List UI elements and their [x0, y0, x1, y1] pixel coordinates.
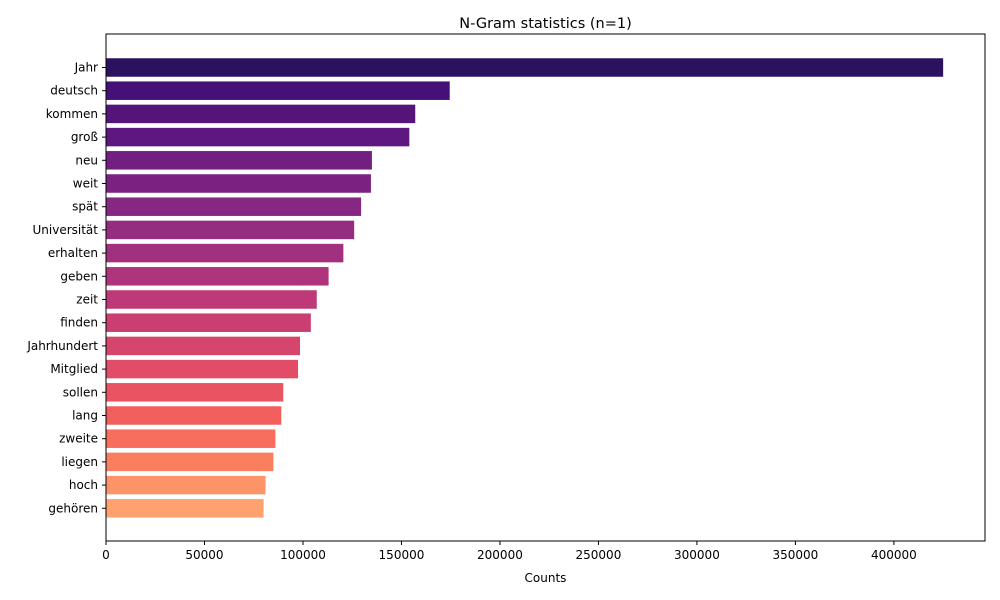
x-tick-label: 400000 [871, 548, 917, 562]
x-tick-label: 50000 [185, 548, 223, 562]
bar-7 [106, 220, 355, 240]
bar-19 [106, 499, 264, 518]
bars-group [106, 58, 944, 518]
y-tick-label: deutsch [50, 84, 98, 98]
y-tick-label: Jahrhundert [26, 339, 98, 353]
y-tick-label: lang [72, 409, 98, 423]
bar-15 [106, 406, 282, 425]
x-tick-label: 200000 [477, 548, 523, 562]
bar-12 [106, 336, 301, 356]
x-tick-label: 300000 [674, 548, 720, 562]
y-tick-label: geben [60, 269, 98, 283]
bar-18 [106, 475, 266, 495]
bar-13 [106, 359, 299, 379]
y-tick-label: spät [72, 200, 98, 214]
y-tick-label: groß [71, 130, 99, 144]
y-tick-label: sollen [63, 385, 98, 399]
y-tick-label: finden [60, 316, 98, 330]
bar-16 [106, 429, 276, 448]
x-axis-label: Counts [525, 571, 567, 585]
bar-0 [106, 58, 944, 77]
x-tick-label: 100000 [280, 548, 326, 562]
y-tick-label: neu [75, 153, 98, 167]
y-axis-ticks: Jahr deutsch kommen groß neu weit spät Universi… [26, 61, 106, 515]
bar-10 [106, 290, 317, 309]
bar-17 [106, 452, 274, 472]
y-tick-label: hoch [69, 478, 98, 492]
y-tick-label: gehören [48, 501, 98, 515]
bar-9 [106, 267, 329, 286]
bar-5 [106, 174, 371, 193]
bar-14 [106, 383, 284, 402]
bar-1 [106, 81, 450, 100]
x-axis-ticks: 0 50000 100000 150000 200000 250000 300000 3500… [102, 541, 917, 562]
bar-8 [106, 243, 344, 263]
bar-4 [106, 151, 372, 170]
y-tick-label: zeit [76, 293, 98, 307]
x-tick-label: 0 [102, 548, 110, 562]
y-tick-label: weit [73, 177, 99, 191]
x-tick-label: 150000 [379, 548, 425, 562]
bar-3 [106, 127, 410, 147]
bar-6 [106, 197, 362, 216]
y-tick-label: zweite [59, 432, 98, 446]
y-tick-label: Jahr [74, 61, 98, 75]
bar-2 [106, 104, 416, 124]
y-tick-label: erhalten [48, 246, 98, 260]
chart-title: N-Gram statistics (n=1) [459, 16, 632, 32]
y-tick-label: kommen [46, 107, 98, 121]
x-tick-label: 250000 [576, 548, 622, 562]
plot-frame [105, 33, 986, 542]
y-tick-label: liegen [61, 455, 98, 469]
y-tick-label: Mitglied [50, 362, 98, 376]
x-tick-label: 350000 [773, 548, 819, 562]
y-tick-label: Universität [33, 223, 99, 237]
bar-11 [106, 313, 311, 332]
